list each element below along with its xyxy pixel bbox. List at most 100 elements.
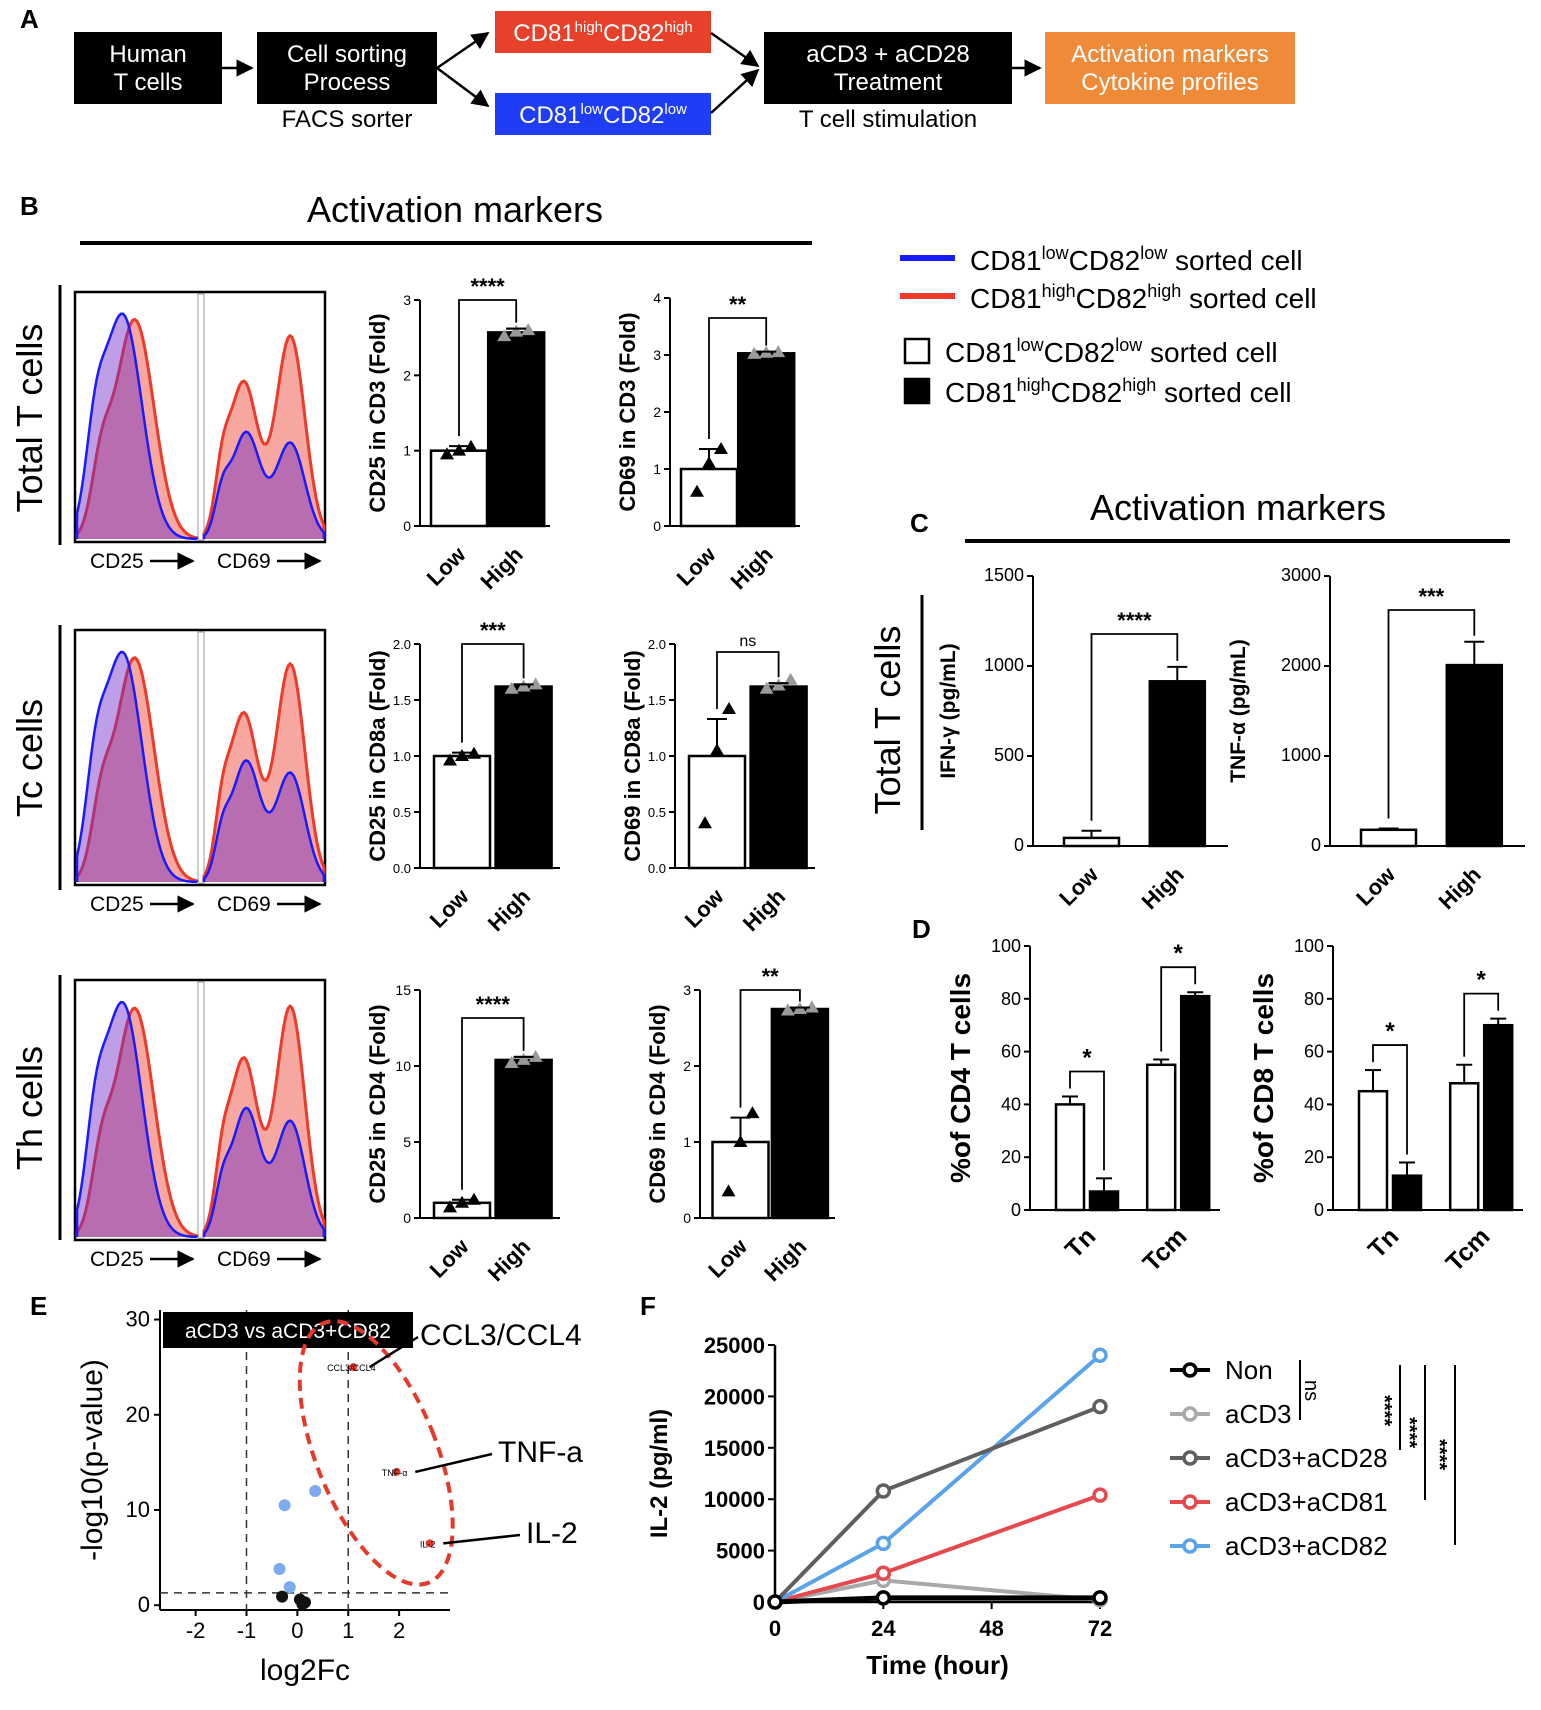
y-tick-label: 20	[126, 1402, 150, 1427]
data-point	[721, 1184, 736, 1197]
data-point	[464, 439, 478, 452]
y-tick-label: 15000	[704, 1436, 765, 1461]
data-point	[440, 447, 454, 460]
y-axis-label: %of CD8 T cells	[1248, 973, 1279, 1183]
histogram-xlabel: CD69	[217, 1248, 271, 1271]
data-point	[722, 701, 736, 714]
data-point	[392, 1467, 401, 1476]
y-tick-label: 100	[1294, 936, 1324, 956]
panel-letter-f: F	[640, 1291, 656, 1321]
panel-letter-e: E	[30, 1291, 47, 1321]
x-tick-label: High	[483, 884, 535, 936]
flow-human-l1: Human	[109, 41, 186, 68]
significance-label: ****	[476, 992, 511, 1017]
y-tick-label: 0	[753, 1590, 765, 1615]
y-axis-label: -log10(p-value)	[76, 1359, 109, 1561]
legend-label: aCD3+aCD28	[1225, 1443, 1388, 1473]
x-tick-label: Low	[672, 541, 721, 590]
x-tick-label: Low	[1054, 861, 1103, 910]
x-tick-label: 48	[979, 1616, 1003, 1641]
y-tick-label: 20	[1304, 1147, 1324, 1167]
flow-arrow	[436, 66, 490, 108]
x-tick-label: High	[1137, 862, 1189, 914]
flow-readout-l1: Activation markers	[1071, 41, 1268, 68]
y-tick-label: 0.0	[393, 861, 411, 876]
data-point	[273, 1563, 286, 1576]
y-tick-label: 0	[1314, 1200, 1324, 1220]
data-point	[714, 442, 728, 455]
y-tick-label: 0	[403, 518, 411, 534]
y-tick-label: 1.5	[648, 693, 666, 708]
x-tick-label: 0	[769, 1616, 781, 1641]
x-tick-label: High	[759, 1234, 811, 1286]
series-marker	[875, 1565, 892, 1581]
histogram-xlabel: CD25	[90, 893, 144, 916]
data-point	[745, 1106, 760, 1119]
y-tick-label: 40	[1304, 1094, 1324, 1114]
y-tick-label: 0	[1011, 1200, 1021, 1220]
y-tick-label: 0.0	[648, 861, 666, 876]
bar-low	[1359, 828, 1418, 848]
panel-a: A Human T cells Cell sorting Process FAC…	[20, 4, 1295, 135]
highlight-ellipse	[297, 1319, 455, 1587]
flow-box-low	[495, 93, 711, 135]
y-tick-label: 2	[403, 367, 411, 383]
significance-label: ***	[480, 618, 506, 643]
y-tick-label: 5	[403, 1134, 411, 1150]
bar-low	[711, 1140, 770, 1220]
y-tick-label: 10	[126, 1497, 150, 1522]
flow-treatment-l2: Treatment	[834, 69, 943, 96]
data-point	[349, 1363, 358, 1372]
y-tick-label: 500	[994, 745, 1024, 765]
y-tick-label: 60	[1001, 1042, 1021, 1062]
y-tick-label: 10000	[704, 1487, 765, 1512]
y-axis-label: TNF-α (pg/mL)	[1227, 639, 1250, 783]
panel-b-title: Activation markers	[307, 189, 603, 230]
flow-box-sorting	[257, 32, 437, 104]
data-point	[309, 1484, 322, 1497]
histogram-high-curve	[202, 661, 326, 882]
y-tick-label: 1500	[984, 565, 1024, 585]
flow-arrow	[710, 68, 760, 114]
series-line	[773, 1404, 1101, 1604]
data-point	[455, 749, 469, 761]
y-tick-label: 2	[653, 404, 661, 420]
flow-sorter-label: FACS sorter	[282, 106, 413, 133]
histogram-low-curve	[202, 758, 326, 882]
data-point	[296, 1598, 309, 1611]
data-point	[702, 456, 716, 469]
y-tick-label: 15	[395, 982, 411, 998]
bar-high	[1148, 680, 1207, 848]
legend-marker	[1182, 1494, 1198, 1510]
significance-label: *	[1174, 940, 1184, 967]
y-tick-label: 0	[683, 1210, 691, 1226]
legend: CD81lowCD82low sorted cell CD81highCD82h…	[900, 243, 1317, 408]
flow-low-label: CD81lowCD82low	[519, 101, 687, 129]
y-tick-label: 0	[138, 1592, 150, 1617]
y-tick-label: 1.0	[393, 749, 411, 764]
bar-high	[749, 685, 808, 870]
histogram-xlabel: CD69	[217, 893, 271, 916]
series-marker	[1092, 1487, 1108, 1503]
bar-tcm-high	[1482, 1023, 1514, 1212]
y-tick-label: 1000	[1281, 745, 1321, 765]
bar-high	[770, 1007, 830, 1220]
data-point	[278, 1499, 291, 1512]
y-tick-label: 2	[683, 1058, 691, 1074]
data-point	[690, 484, 704, 497]
panel-c: C Activation markers Total T cells D E F	[30, 487, 1510, 1321]
data-point	[283, 1581, 296, 1594]
significance-bracket	[1069, 1070, 1105, 1171]
x-tick-label: Low	[425, 1233, 474, 1282]
y-tick-label: 0.5	[648, 805, 666, 820]
legend-line-high-label: CD81highCD82high sorted cell	[970, 281, 1317, 314]
histogram-high-curve	[75, 656, 199, 883]
flow-stim-label: T cell stimulation	[799, 106, 977, 133]
y-tick-label: 10	[395, 1058, 411, 1074]
row-label-c: Total T cells	[867, 626, 908, 815]
y-tick-label: 4	[653, 290, 661, 306]
histogram-low-curve	[202, 430, 326, 539]
significance-label: ns	[1300, 1380, 1322, 1401]
bar-tcm-low	[1145, 1063, 1177, 1212]
